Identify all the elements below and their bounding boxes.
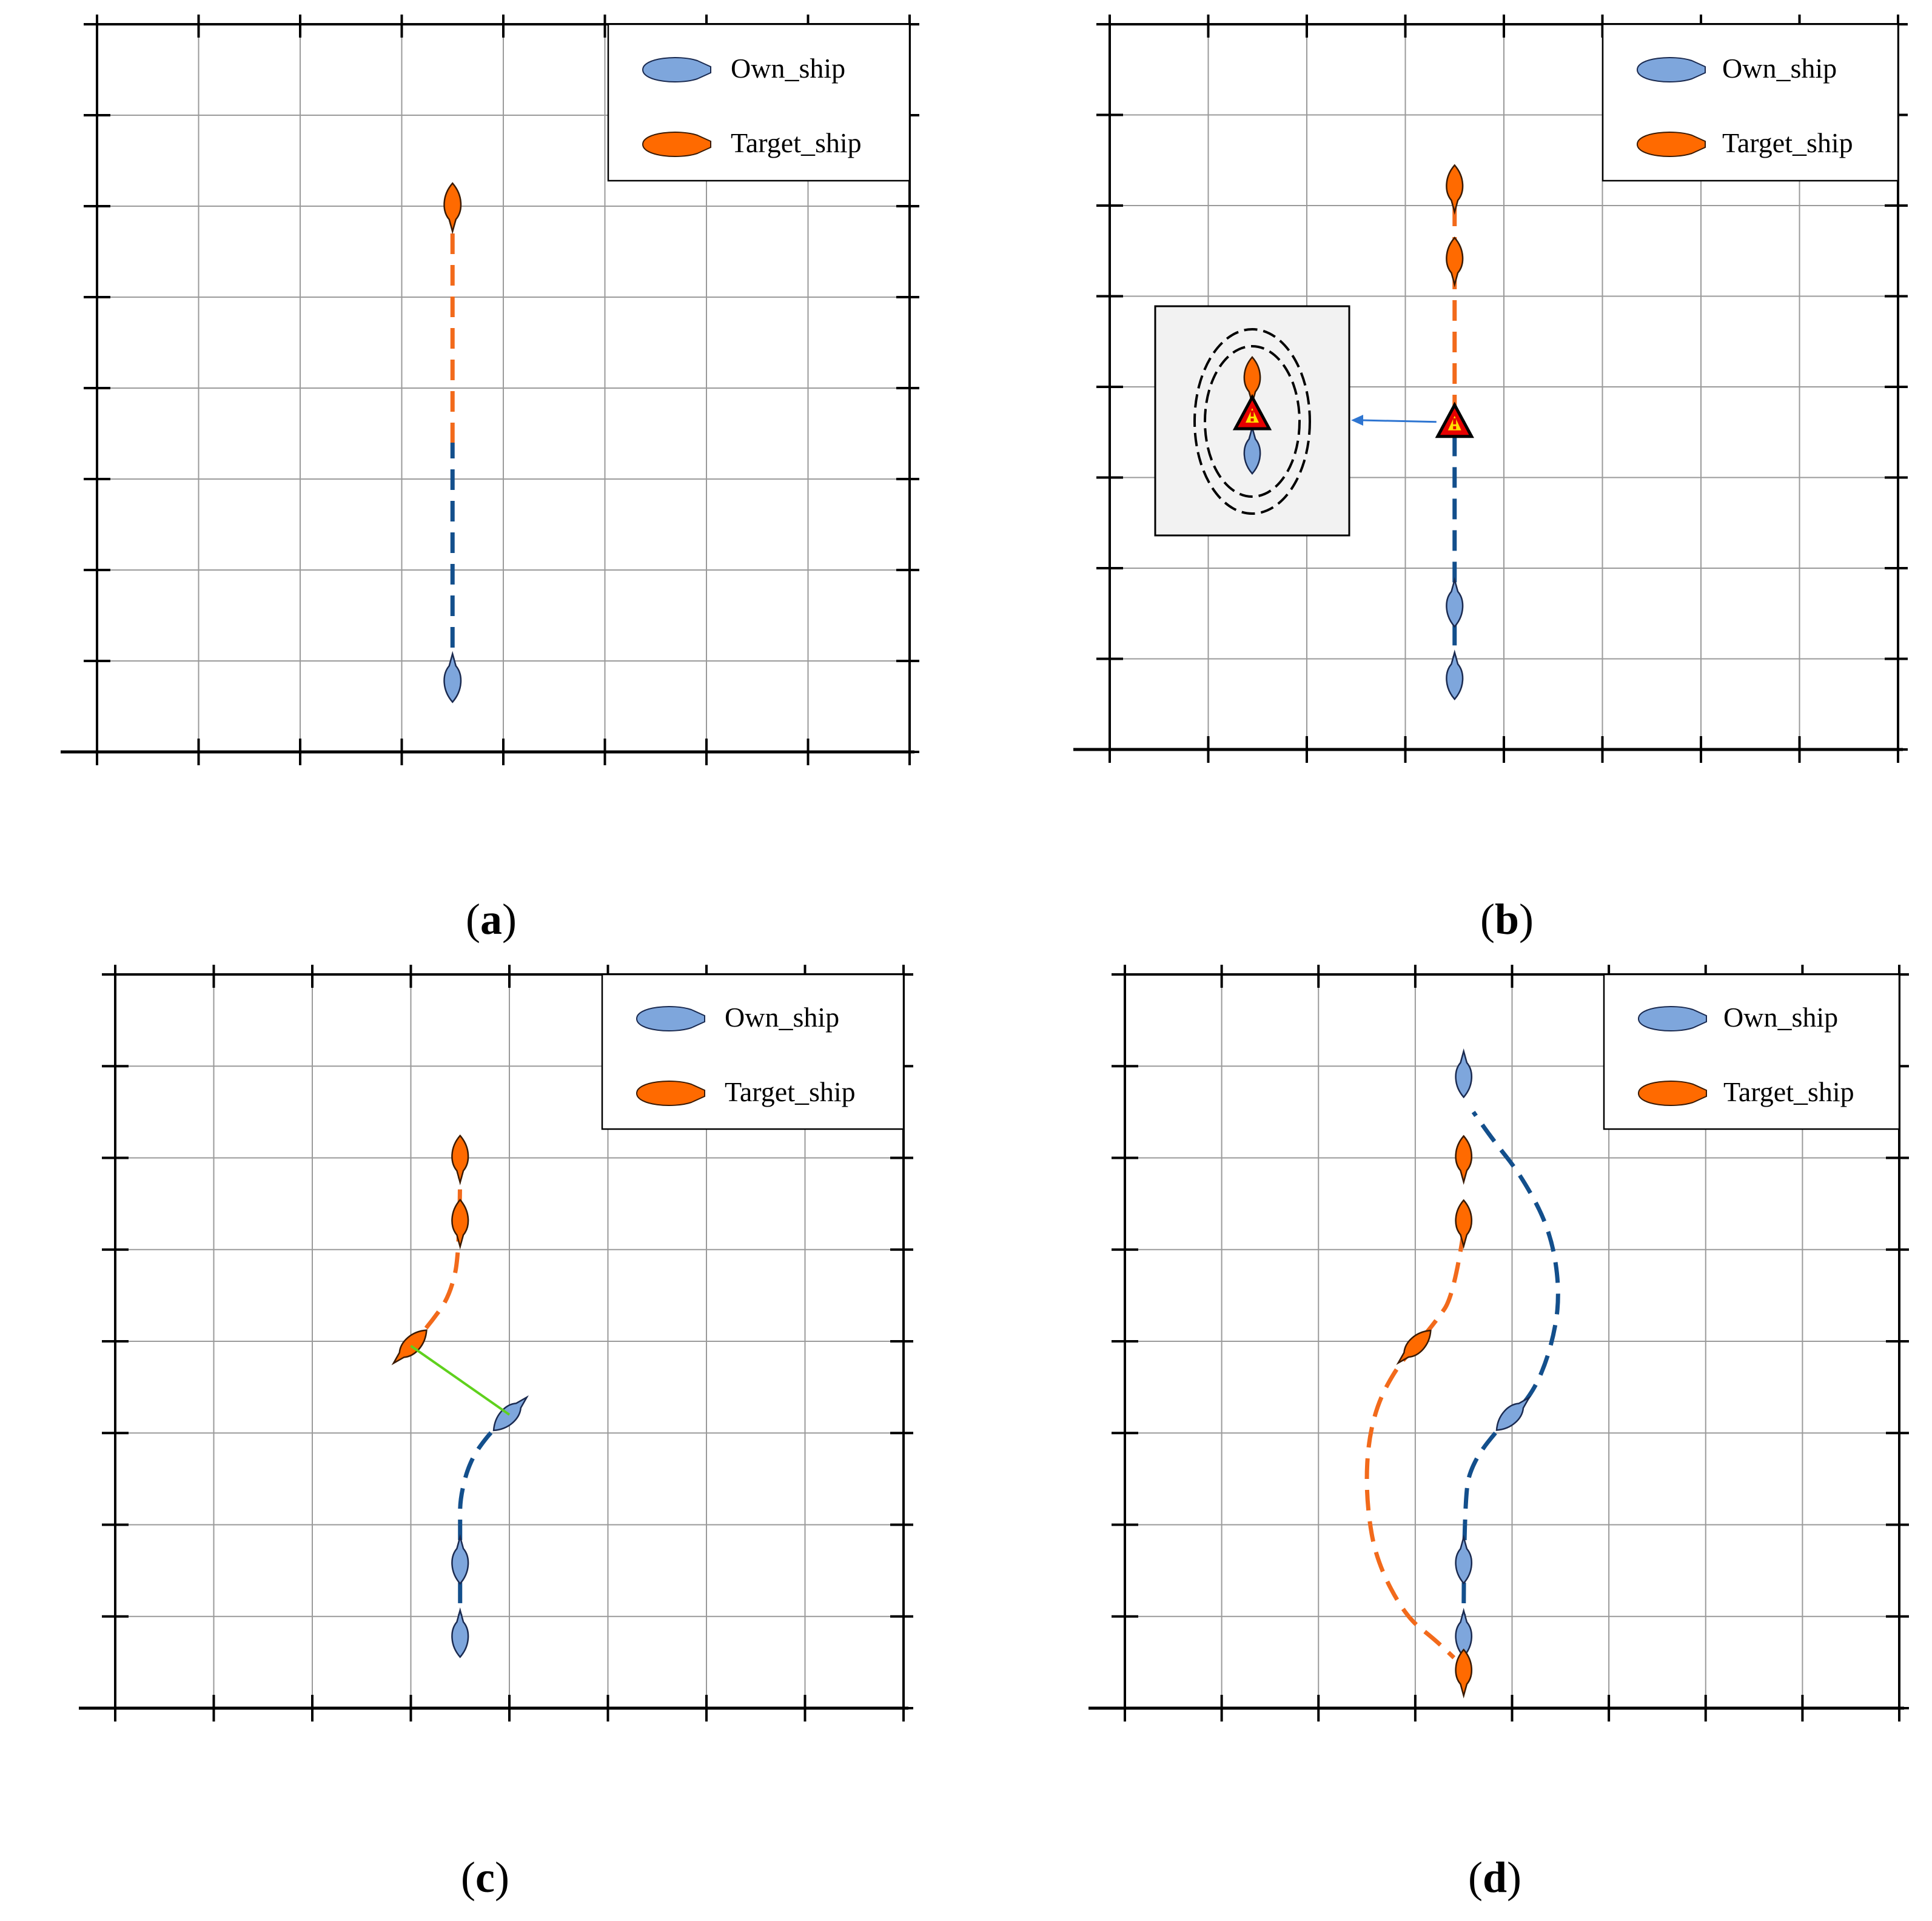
caption-letter: a	[480, 895, 502, 944]
own-ship-marker	[1446, 577, 1464, 628]
caption-letter: b	[1495, 895, 1519, 944]
panel-caption: (a)	[466, 895, 517, 944]
own-ship-marker	[1455, 1048, 1473, 1099]
legend-target-label: Target_ship	[1723, 1076, 1854, 1107]
own-ship-trajectory	[1461, 1110, 1560, 1635]
legend-own-label: Own_ship	[731, 53, 845, 84]
own-ship-marker	[1446, 649, 1464, 700]
target-ship-marker	[1455, 1135, 1473, 1185]
inset-target-ship	[1243, 355, 1261, 406]
safety-zone-outer	[1193, 328, 1311, 515]
caption-paren-close: )	[495, 1853, 509, 1902]
caption-paren-close: )	[1507, 1853, 1521, 1902]
inset-connector	[1361, 419, 1437, 423]
legend-own-icon	[1636, 57, 1706, 82]
legend-target-icon	[1636, 132, 1706, 157]
own-ship-marker	[1455, 1534, 1473, 1584]
caption-paren-open: (	[461, 1853, 475, 1902]
legend-target-icon	[636, 1081, 705, 1106]
target-ship-marker	[443, 182, 462, 235]
caption-letter: c	[475, 1853, 495, 1902]
legend-target-label: Target_ship	[731, 127, 862, 158]
target-ship-marker	[1446, 236, 1464, 287]
safety-zone-inner	[1204, 345, 1301, 498]
target-ship-marker	[391, 1329, 428, 1366]
legend-target-icon	[642, 132, 711, 157]
target-ship-marker	[1455, 1199, 1473, 1249]
caption-paren-close: )	[1519, 895, 1534, 944]
caption-letter: d	[1483, 1853, 1507, 1902]
target-ship-marker	[1446, 164, 1464, 215]
target-ship-trajectory	[409, 1158, 463, 1347]
chart-panel-b: (b)	[1073, 15, 1908, 944]
legend-own-icon	[642, 57, 711, 82]
inset-own-ship	[1243, 424, 1261, 475]
target-ship-trajectory	[1364, 1230, 1466, 1660]
legend-panel-a: Own_ship Target_ship	[607, 23, 911, 182]
target-ship-marker	[451, 1134, 469, 1185]
caption-paren-open: (	[1468, 1853, 1483, 1902]
legend-own-icon	[1637, 1006, 1707, 1031]
own-ship-marker	[1495, 1395, 1531, 1431]
caption-paren-close: )	[502, 895, 517, 944]
panel-caption: (d)	[1468, 1853, 1521, 1902]
target-ship-marker	[1396, 1329, 1432, 1366]
own-ship-marker	[492, 1395, 529, 1432]
warning-icon-mark	[1250, 411, 1254, 417]
chart-panel-c: (c)	[79, 965, 913, 1902]
own-ship-marker	[451, 1607, 469, 1658]
legend-own-label: Own_ship	[1722, 53, 1837, 84]
caption-paren-open: (	[1480, 895, 1495, 944]
distance-line	[410, 1344, 511, 1416]
warning-icon-mark	[1453, 418, 1457, 424]
legend-target-icon	[1637, 1081, 1707, 1106]
legend-target-label: Target_ship	[725, 1076, 856, 1107]
legend-own-label: Own_ship	[725, 1002, 839, 1033]
target-ship-marker	[1455, 1648, 1473, 1698]
target-ship-marker	[451, 1198, 469, 1250]
panel-caption: (b)	[1480, 895, 1534, 944]
panel-caption: (c)	[461, 1853, 509, 1902]
legend-own-icon	[636, 1006, 705, 1031]
inset-arrowhead	[1351, 415, 1363, 426]
legend-panel-c: Own_ship Target_ship	[601, 973, 905, 1130]
warning-icon-dot	[1250, 418, 1254, 421]
legend-own-label: Own_ship	[1723, 1002, 1838, 1033]
legend-panel-d: Own_ship Target_ship	[1603, 973, 1900, 1130]
own-ship-marker	[443, 651, 462, 703]
own-ship-marker	[451, 1534, 469, 1585]
caption-paren-open: (	[466, 895, 480, 944]
legend-panel-b: Own_ship Target_ship	[1602, 23, 1899, 182]
legend-target-label: Target_ship	[1722, 127, 1853, 158]
warning-icon-dot	[1453, 426, 1457, 429]
